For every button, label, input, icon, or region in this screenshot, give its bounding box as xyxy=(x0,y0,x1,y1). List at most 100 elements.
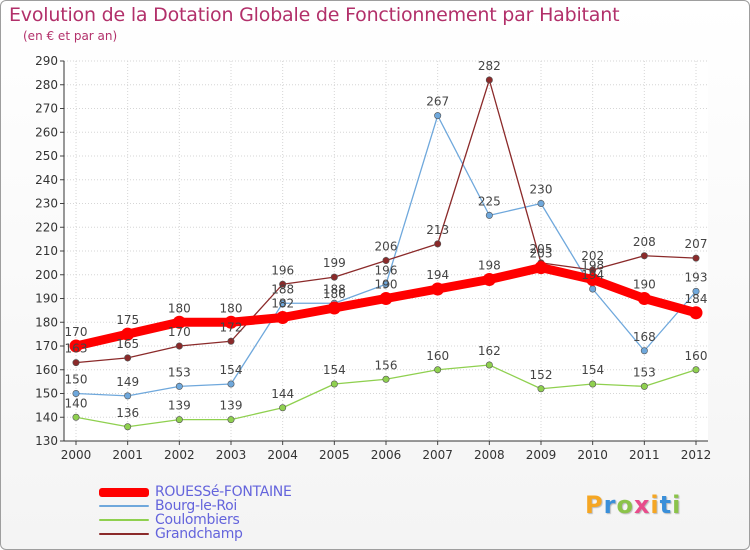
data-label-coulombiers: 160 xyxy=(685,349,708,363)
legend-swatch-bourg-le-roi xyxy=(99,505,149,507)
data-point-bourg-le-roi xyxy=(72,389,80,397)
data-label-coulombiers: 139 xyxy=(220,399,243,413)
legend-item-coulombiers[interactable]: Coulombiers xyxy=(99,512,389,528)
legend-label-bourg-le-roi: Bourg-le-Roi xyxy=(155,498,237,514)
data-label-coulombiers: 152 xyxy=(530,368,553,382)
data-label-grandchamp: 206 xyxy=(375,240,398,254)
proxiti-logo: Proxiti xyxy=(585,491,681,519)
data-label-coulombiers: 140 xyxy=(65,396,88,410)
y-tick-label: 250 xyxy=(35,149,58,163)
legend-item-bourg-le-roi[interactable]: Bourg-le-Roi xyxy=(99,498,389,514)
data-point-rouess-fontaine xyxy=(379,292,393,305)
data-point-coulombiers xyxy=(382,375,390,383)
data-label-grandchamp: 205 xyxy=(530,242,553,256)
data-point-bourg-le-roi xyxy=(434,112,442,120)
data-point-rouess-fontaine xyxy=(172,315,186,329)
data-label-coulombiers: 160 xyxy=(426,349,449,363)
data-label-grandchamp: 170 xyxy=(168,325,191,339)
data-point-grandchamp xyxy=(640,252,648,260)
data-label-rouess-fontaine: 198 xyxy=(581,259,604,273)
data-point-coulombiers xyxy=(485,361,493,369)
data-point-grandchamp xyxy=(124,354,132,362)
y-tick-label: 190 xyxy=(35,292,58,306)
data-point-coulombiers xyxy=(124,423,132,431)
data-label-bourg-le-roi: 154 xyxy=(220,363,243,377)
data-label-coulombiers: 156 xyxy=(375,358,398,372)
data-point-grandchamp xyxy=(279,280,287,288)
data-label-rouess-fontaine: 175 xyxy=(116,313,139,327)
data-point-rouess-fontaine xyxy=(69,339,83,353)
legend-item-rouesse-fontaine[interactable]: ROUESSé-FONTAINE xyxy=(99,484,389,500)
y-tick-label: 130 xyxy=(35,434,58,448)
data-label-bourg-le-roi: 230 xyxy=(530,183,553,197)
legend-swatch-coulombiers xyxy=(99,519,149,521)
data-point-coulombiers xyxy=(175,416,183,424)
data-label-bourg-le-roi: 188 xyxy=(271,282,294,296)
data-point-grandchamp xyxy=(485,76,493,84)
data-label-bourg-le-roi: 153 xyxy=(168,365,191,379)
data-label-rouess-fontaine: 180 xyxy=(168,301,191,315)
data-point-bourg-le-roi xyxy=(124,392,132,400)
data-point-grandchamp xyxy=(692,254,700,262)
legend-label-grandchamp: Grandchamp xyxy=(155,526,243,542)
data-label-coulombiers: 153 xyxy=(633,365,656,379)
data-point-rouess-fontaine xyxy=(534,261,548,275)
data-point-coulombiers xyxy=(640,382,648,390)
data-label-rouess-fontaine: 198 xyxy=(478,259,501,273)
data-label-bourg-le-roi: 225 xyxy=(478,194,501,208)
data-label-coulombiers: 136 xyxy=(116,406,139,420)
x-tick-label: 2008 xyxy=(474,448,505,462)
data-point-coulombiers xyxy=(434,366,442,374)
data-point-grandchamp xyxy=(330,273,338,281)
data-label-rouess-fontaine: 190 xyxy=(633,278,656,292)
logo-letter: i xyxy=(672,491,682,519)
logo-letter: o xyxy=(616,491,634,519)
data-point-bourg-le-roi xyxy=(227,380,235,388)
x-tick-label: 2003 xyxy=(216,448,247,462)
data-point-rouess-fontaine xyxy=(121,327,135,341)
x-tick-label: 2001 xyxy=(112,448,143,462)
data-label-coulombiers: 144 xyxy=(271,387,294,401)
legend-swatch-grandchamp xyxy=(99,533,149,535)
y-tick-label: 180 xyxy=(35,315,58,329)
logo-letter: x xyxy=(633,491,651,519)
data-point-coulombiers xyxy=(227,416,235,424)
data-label-bourg-le-roi: 194 xyxy=(581,268,604,282)
data-point-bourg-le-roi xyxy=(640,347,648,355)
x-tick-label: 2011 xyxy=(629,448,660,462)
y-tick-label: 150 xyxy=(35,387,58,401)
y-tick-label: 260 xyxy=(35,125,58,139)
data-label-grandchamp: 208 xyxy=(633,235,656,249)
data-point-grandchamp xyxy=(227,337,235,345)
logo-letter: i xyxy=(650,491,660,519)
data-point-rouess-fontaine xyxy=(482,273,496,286)
y-tick-label: 270 xyxy=(35,102,58,116)
data-point-bourg-le-roi xyxy=(175,382,183,390)
y-tick-label: 230 xyxy=(35,197,58,211)
logo-letter: t xyxy=(659,491,673,519)
y-tick-label: 200 xyxy=(35,268,58,282)
data-label-bourg-le-roi: 150 xyxy=(65,373,88,387)
data-label-bourg-le-roi: 196 xyxy=(375,263,398,277)
legend: ROUESSé-FONTAINE Bourg-le-Roi Coulombier… xyxy=(99,484,389,542)
x-tick-label: 2012 xyxy=(681,448,712,462)
legend-item-grandchamp[interactable]: Grandchamp xyxy=(99,526,389,542)
data-point-rouess-fontaine xyxy=(224,315,238,329)
y-tick-label: 160 xyxy=(35,363,58,377)
logo-letter: r xyxy=(603,491,617,519)
data-point-grandchamp xyxy=(434,240,442,248)
y-tick-label: 220 xyxy=(35,220,58,234)
data-point-grandchamp xyxy=(72,359,80,367)
legend-label-coulombiers: Coulombiers xyxy=(155,512,240,528)
y-tick-label: 170 xyxy=(35,339,58,353)
chart-subtitle: (en € et par an) xyxy=(23,29,118,43)
data-label-bourg-le-roi: 168 xyxy=(633,330,656,344)
y-tick-label: 240 xyxy=(35,173,58,187)
x-tick-label: 2004 xyxy=(267,448,298,462)
x-tick-label: 2009 xyxy=(526,448,557,462)
data-point-rouess-fontaine xyxy=(637,292,651,305)
data-point-bourg-le-roi xyxy=(692,287,700,295)
data-label-rouess-fontaine: 203 xyxy=(530,247,553,261)
data-point-grandchamp xyxy=(175,342,183,350)
